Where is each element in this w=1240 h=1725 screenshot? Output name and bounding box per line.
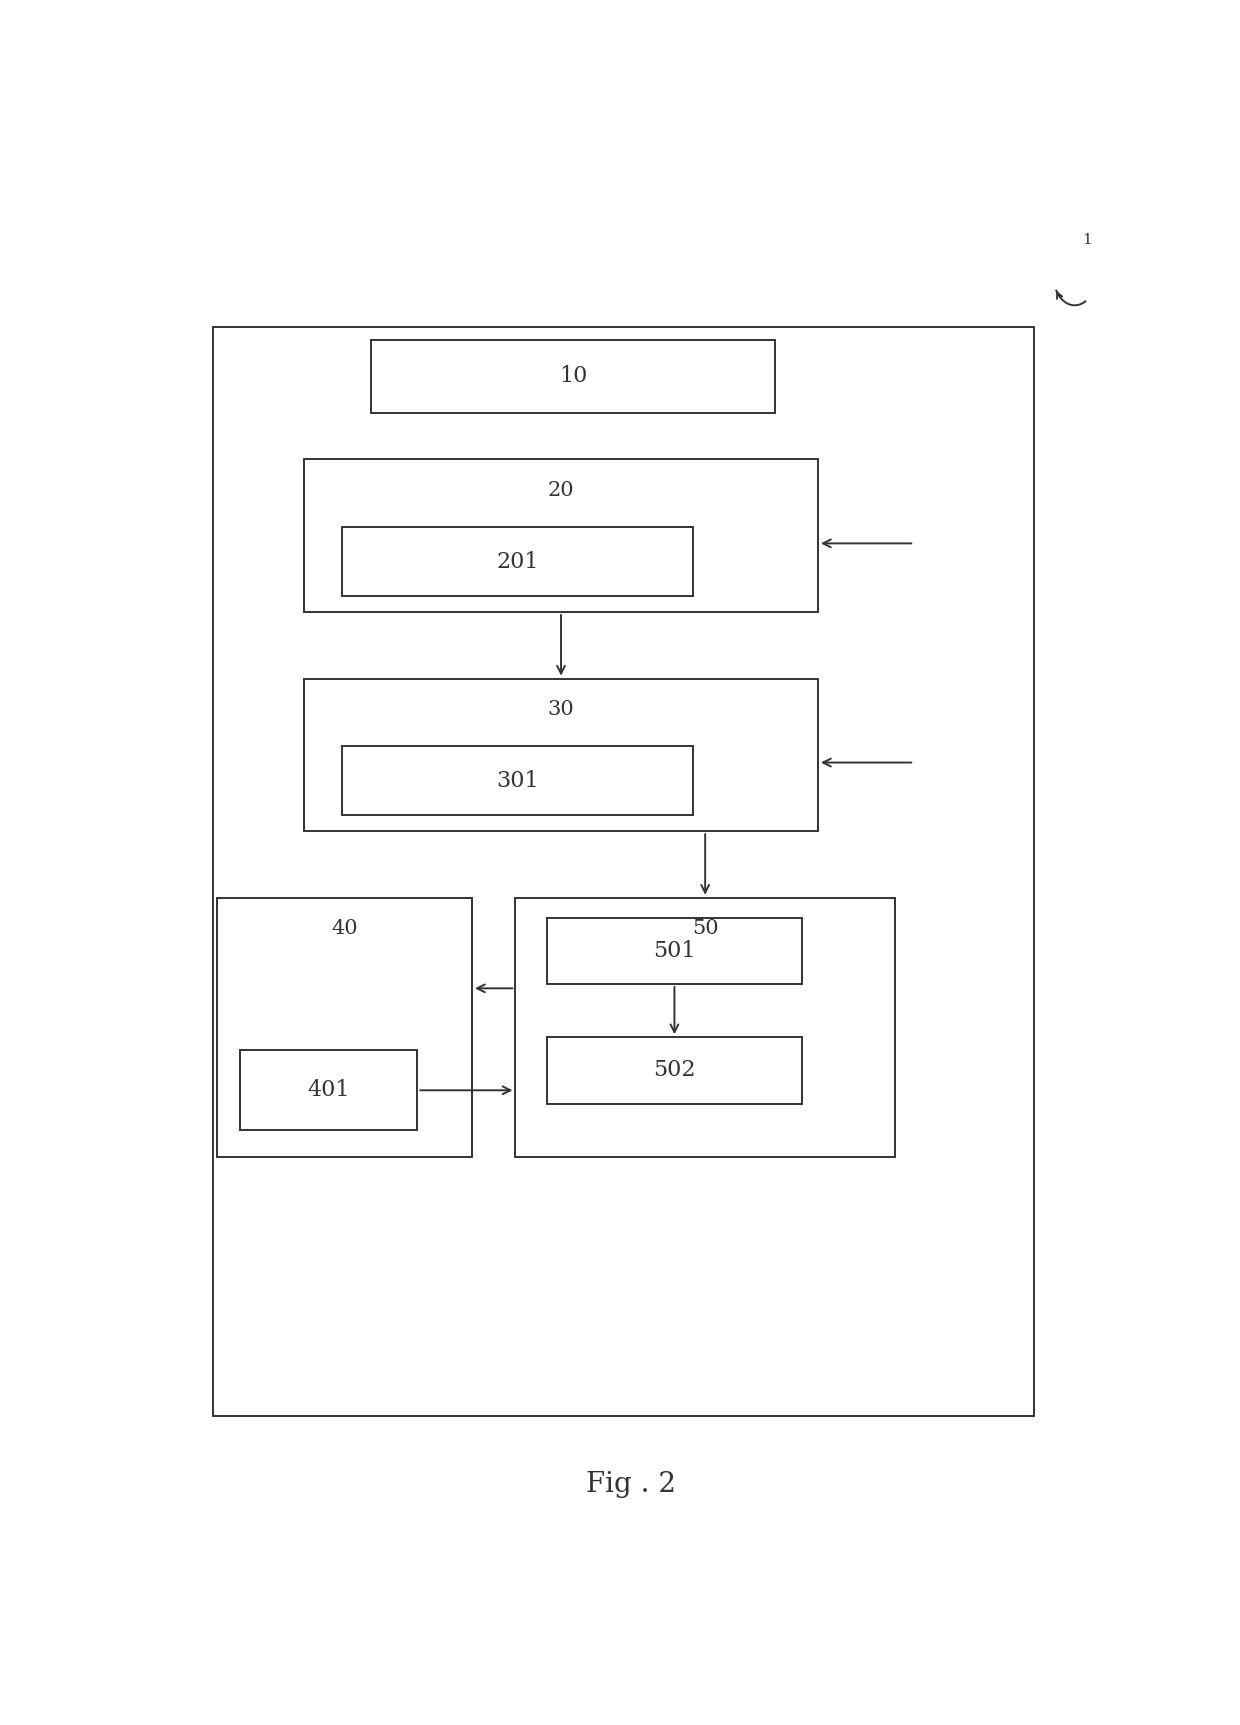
Text: 20: 20 [548, 481, 574, 500]
Bar [213, 326, 1034, 1416]
Bar [239, 1051, 418, 1130]
Text: 30: 30 [548, 700, 574, 719]
Text: 1: 1 [1083, 233, 1092, 247]
Bar [516, 897, 895, 1157]
Text: 301: 301 [496, 769, 539, 792]
Bar [304, 459, 818, 612]
Text: 10: 10 [559, 366, 588, 388]
Text: 201: 201 [496, 550, 539, 573]
Text: Fig . 2: Fig . 2 [585, 1471, 676, 1499]
Text: 50: 50 [692, 919, 718, 938]
Bar [304, 678, 818, 831]
Bar [342, 747, 693, 816]
Bar [371, 340, 775, 412]
Bar [342, 528, 693, 597]
Text: 501: 501 [653, 940, 696, 963]
Text: 502: 502 [653, 1059, 696, 1082]
Text: 40: 40 [331, 919, 358, 938]
Bar [547, 1037, 802, 1104]
Bar [547, 918, 802, 983]
Bar [217, 897, 472, 1157]
Text: 401: 401 [308, 1080, 350, 1101]
